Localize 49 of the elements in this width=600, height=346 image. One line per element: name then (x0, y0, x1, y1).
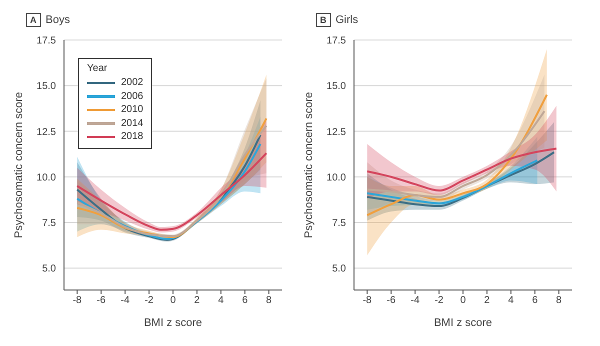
x-tick-label: -8 (362, 295, 372, 306)
y-tick-label: 10.0 (326, 172, 346, 184)
legend-label: 2014 (121, 118, 144, 129)
text: B (320, 15, 326, 25)
line-series (76, 152, 268, 231)
x-tick-label: -4 (120, 295, 130, 306)
text: A (30, 15, 36, 25)
x-tick-label: -6 (96, 295, 106, 306)
x-tick-label: -2 (434, 295, 444, 306)
y-tick-label: 5.0 (42, 264, 56, 275)
y-tick-label: 7.5 (42, 218, 56, 230)
x-tick-label: -8 (72, 295, 82, 306)
legend-label: 2006 (121, 90, 144, 102)
legend-label: 2018 (121, 131, 144, 142)
line-series (366, 148, 558, 192)
legend-title: Year (87, 63, 108, 74)
x-tick-label: 0 (170, 295, 176, 306)
x-tick-label: 8 (556, 295, 562, 306)
x-tick-label: 0 (460, 295, 466, 306)
line-series (366, 94, 548, 216)
legend-label: 2002 (121, 77, 144, 88)
x-axis-title: BMI z score (144, 317, 202, 329)
y-tick-label: 17.5 (36, 36, 56, 47)
x-tick-label: -4 (410, 295, 420, 306)
x-tick-label: 4 (508, 295, 514, 306)
x-tick-label: 6 (242, 295, 248, 306)
x-tick-label: 2 (194, 295, 200, 306)
x-tick-label: 2 (484, 295, 490, 306)
x-axis-title: BMI z score (434, 317, 492, 329)
y-tick-label: 10.0 (36, 172, 56, 184)
x-tick-label: -6 (386, 295, 396, 306)
x-tick-label: 8 (266, 295, 272, 306)
chart-title: Girls (336, 14, 358, 26)
line-series (366, 151, 556, 208)
x-tick-label: 6 (532, 295, 538, 306)
y-tick-label: 7.5 (332, 218, 346, 230)
line-series (366, 159, 538, 204)
x-tick-label: 4 (218, 295, 224, 306)
x-tick-label: -2 (144, 295, 154, 306)
y-axis-title: Psychosomatic concern score (302, 92, 315, 238)
y-tick-label: 5.0 (332, 264, 346, 275)
y-tick-label: 17.5 (326, 36, 346, 47)
y-tick-label: 15.0 (36, 81, 56, 92)
legend-label: 2010 (121, 104, 144, 116)
y-tick-label: 15.0 (326, 81, 346, 92)
y-tick-label: 12.5 (36, 126, 56, 138)
y-axis-title: Psychosomatic concern score (12, 92, 25, 238)
y-tick-label: 12.5 (326, 126, 346, 138)
chart-title: Boys (46, 14, 70, 26)
